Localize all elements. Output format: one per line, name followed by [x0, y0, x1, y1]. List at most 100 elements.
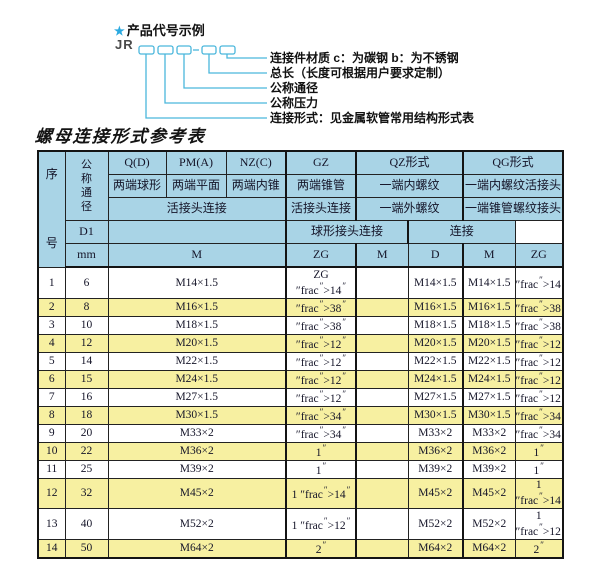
cell-dn: 12 [64, 333, 109, 353]
cell-m: M52×2 [107, 508, 287, 540]
cell-dn: 32 [64, 477, 109, 510]
cell-gz_zg: ″frac″>12″ [285, 351, 357, 371]
cell-qz_m [355, 508, 409, 540]
table-row: 13 40 M52×2 1 ″frac″>12″ M52×2 M52×2 1 ″frac″>… [37, 508, 564, 540]
cell-seq: 8 [37, 405, 66, 425]
cell-qz_m [355, 423, 409, 443]
cell-seq: 7 [37, 387, 66, 407]
cell-qg_m: M24×1.5 [462, 369, 516, 389]
header-qg-m: M [462, 243, 516, 268]
cell-gz_zg: 2″ [285, 538, 357, 559]
cell-seq: 12 [37, 477, 66, 510]
header-qg-sub3: 连接 [407, 220, 516, 244]
nut-connection-table: 序号 公称通径 Q(D) PM(A) NZ(C) GZ QZ形式 QG形式 两端… [37, 150, 564, 559]
cell-dn: 8 [64, 297, 109, 317]
product-code-heading-text: 产品代号示例 [126, 23, 205, 38]
code-box [201, 45, 217, 55]
product-code-heading: ★ 产品代号示例 [114, 20, 205, 39]
cell-qz_d: M16×1.5 [407, 297, 464, 317]
cell-dn: 50 [64, 538, 109, 559]
header-qz-sub1: 一端内螺纹 [355, 174, 464, 198]
header-col-qg: QG形式 [462, 150, 564, 175]
header-dn: 公称通径 [64, 150, 109, 221]
header-qz-sub3: 球形接头连接 [285, 220, 409, 244]
header-col-pm: PM(A) [165, 150, 227, 175]
cell-qz_d: M64×2 [407, 538, 464, 559]
cell-dn: 20 [64, 423, 109, 443]
table-row: 7 16 M27×1.5 ″frac″>12″ M27×1.5 M27×1.5 ″frac″… [37, 387, 564, 407]
cell-qg_m: M30×1.5 [462, 405, 516, 425]
cell-gz_zg: ″frac″>38″ [285, 315, 357, 335]
nut-connection-table-wrap: 序号 公称通径 Q(D) PM(A) NZ(C) GZ QZ形式 QG形式 两端… [37, 150, 564, 559]
code-prefix: JR [115, 37, 134, 52]
code-box [176, 45, 192, 55]
code-label-connection: 连接形式：见金属软管常用结构形式表 [270, 111, 475, 125]
cell-qz_m [355, 333, 409, 353]
header-pm-sub: 两端平面 [165, 174, 227, 198]
cell-m: M27×1.5 [107, 387, 287, 407]
cell-qg_m: M64×2 [462, 538, 516, 559]
cell-m: M33×2 [107, 423, 287, 443]
table-row: 8 18 M30×1.5 ″frac″>34″ M30×1.5 M30×1.5 ″frac″… [37, 405, 564, 425]
table-title: 螺母连接形式参考表 [34, 127, 207, 146]
cell-qz_d: M30×1.5 [407, 405, 464, 425]
cell-m: M20×1.5 [107, 333, 287, 353]
header-nz-sub: 两端内锥 [225, 174, 287, 198]
connector-line [145, 54, 267, 119]
cell-qz_m [355, 369, 409, 389]
cell-gz_zg: ″frac″>34″ [285, 405, 357, 425]
cell-qg_zg: ″frac″>34″ [514, 423, 564, 443]
header-col-qz: QZ形式 [355, 150, 464, 175]
cell-qg_zg: 1″ [514, 459, 564, 479]
cell-qg_m: M18×1.5 [462, 315, 516, 335]
cell-gz_zg: ″frac″>38″ [285, 297, 357, 317]
table-row: 11 25 M39×2 1″ M39×2 M39×2 1″ [37, 459, 564, 479]
table-body: 1 6 M14×1.5 ZG ″frac″>14″ M14×1.5 M14×1.5 ″fra… [37, 266, 564, 559]
table-row: 10 22 M36×2 1″ M36×2 M36×2 1″ [37, 441, 564, 461]
cell-seq: 2 [37, 297, 66, 317]
cell-m: M18×1.5 [107, 315, 287, 335]
cell-qg_zg: ″frac″>38″ [514, 315, 564, 335]
cell-dn: 16 [64, 387, 109, 407]
cell-m: M24×1.5 [107, 369, 287, 389]
table-row: 5 14 M22×1.5 ″frac″>12″ M22×1.5 M22×1.5 ″frac″… [37, 351, 564, 371]
cell-qg_m: M22×1.5 [462, 351, 516, 371]
cell-qz_m [355, 387, 409, 407]
cell-dn: 15 [64, 369, 109, 389]
cell-seq: 3 [37, 315, 66, 335]
cell-seq: 14 [37, 538, 66, 559]
code-label-length: 总长（长度可根据用户要求定制） [270, 66, 451, 80]
cell-dn: 10 [64, 315, 109, 335]
code-label-list: 连接件材质 c：为碳钢 b：为不锈钢 总长（长度可根据用户要求定制） 公称通径 … [270, 51, 474, 126]
cell-qz_d: M20×1.5 [407, 333, 464, 353]
table-row: 12 32 M45×2 1 ″frac″>14″ M45×2 M45×2 1 ″frac″>… [37, 477, 564, 510]
header-d1: D1 [64, 220, 109, 244]
code-label-diameter: 公称通径 [270, 81, 319, 95]
table-row: 1 6 M14×1.5 ZG ″frac″>14″ M14×1.5 M14×1.5 ″fra… [37, 266, 564, 299]
cell-qg_zg: ″frac″>12″ [514, 351, 564, 371]
cell-dn: 14 [64, 351, 109, 371]
cell-gz_zg: ″frac″>12″ [285, 387, 357, 407]
cell-dn: 22 [64, 441, 109, 461]
header-col-nz: NZ(C) [225, 150, 287, 175]
cell-m: M30×1.5 [107, 405, 287, 425]
header-qz-m: M [355, 243, 409, 268]
cell-qg_zg: ″frac″>12″ [514, 333, 564, 353]
cell-seq: 1 [37, 266, 66, 299]
cell-m: M14×1.5 [107, 266, 287, 299]
cell-qg_m: M14×1.5 [462, 266, 516, 299]
cell-qg_m: M20×1.5 [462, 333, 516, 353]
header-gz-sub: 两端锥管 [285, 174, 357, 198]
cell-qz_m [355, 477, 409, 510]
cell-m: M22×1.5 [107, 351, 287, 371]
cell-seq: 13 [37, 508, 66, 540]
cell-gz_zg: 1″ [285, 459, 357, 479]
cell-qg_m: M36×2 [462, 441, 516, 461]
cell-dn: 18 [64, 405, 109, 425]
cell-qg_zg: 2″ [514, 538, 564, 559]
cell-gz_zg: 1 ″frac″>14″ [285, 477, 357, 510]
header-gz-conn: 活接头连接 [285, 197, 357, 221]
connector-line [183, 54, 267, 89]
cell-gz_zg: ″frac″>12″ [285, 333, 357, 353]
